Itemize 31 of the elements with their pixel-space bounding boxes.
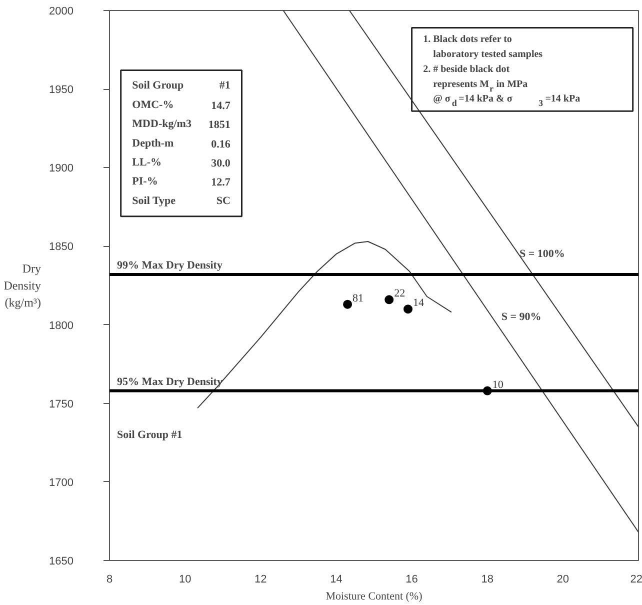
x-axis-title: Moisture Content (%) bbox=[326, 590, 423, 602]
x-tick-label: 8 bbox=[106, 574, 113, 586]
annotation: S = 100% bbox=[519, 248, 565, 260]
y-tick-label: 1700 bbox=[49, 476, 74, 489]
y-tick-label: 1650 bbox=[49, 556, 74, 568]
y-axis-title: Dry Density (kg/m³) bbox=[4, 262, 42, 310]
x-tick-label: 20 bbox=[556, 574, 570, 586]
x-tick-label: 12 bbox=[254, 574, 267, 586]
y-tick-label: 1800 bbox=[49, 320, 74, 332]
y-tick-label: 1900 bbox=[49, 162, 74, 175]
y-tick-label: 1850 bbox=[49, 241, 74, 254]
text: Soil Group #1 OMC-% 14.7 MDD-kg/m3 1851 Depth-m 0.16 LL-% 30.0 PI-% 12.7 Soil Type SC bbox=[132, 80, 230, 207]
x-tick-label: 14 bbox=[330, 574, 342, 586]
annotation: 10 bbox=[492, 378, 504, 391]
point bbox=[404, 304, 413, 314]
annotation: 14 bbox=[413, 297, 425, 310]
annotation: S = 90% bbox=[501, 310, 542, 323]
x-tick-label: 10 bbox=[178, 574, 192, 586]
point bbox=[384, 295, 394, 304]
ref-line-label: 95% Max Dry Density bbox=[117, 376, 223, 388]
point bbox=[343, 300, 352, 309]
y-tick-label: 2000 bbox=[49, 6, 74, 18]
annotation: Soil Group #1 bbox=[117, 428, 182, 441]
y-tick-label: 1950 bbox=[49, 84, 74, 96]
x-tick-label: 18 bbox=[481, 574, 494, 586]
x-tick-label: 22 bbox=[630, 574, 642, 586]
y-tick-label: 1750 bbox=[49, 398, 74, 410]
ref-line-label: 99% Max Dry Density bbox=[117, 260, 223, 272]
annotation: 81 bbox=[352, 292, 364, 304]
x-tick-label: 16 bbox=[406, 574, 418, 586]
annotation: 22 bbox=[394, 288, 406, 300]
